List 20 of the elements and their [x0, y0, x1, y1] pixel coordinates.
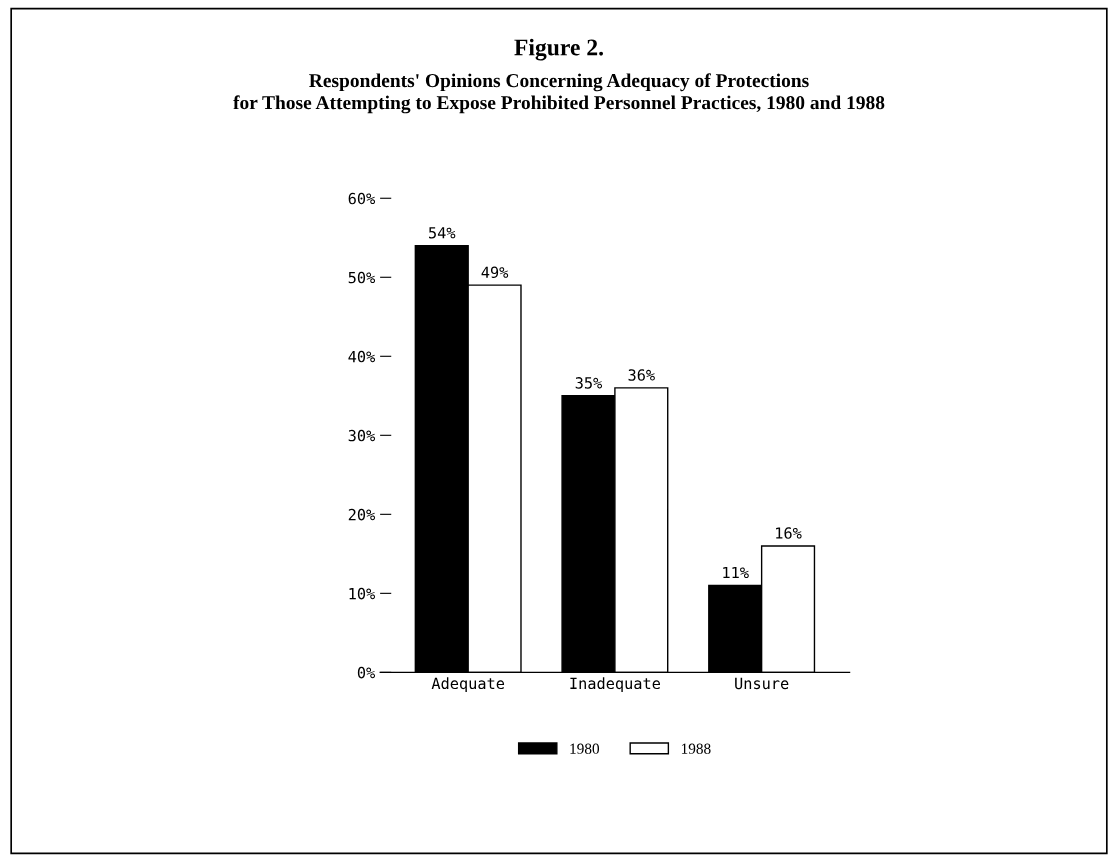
- legend-label: 1988: [681, 743, 711, 754]
- y-tick-label: 0%: [357, 666, 376, 679]
- legend-label: 1980: [570, 743, 600, 754]
- data-label: 11%: [723, 566, 749, 579]
- x-tick-label: Inadequate: [570, 677, 660, 693]
- y-tick-label: 60%: [348, 192, 376, 205]
- data-label: 35%: [575, 377, 603, 389]
- data-label: 54%: [429, 227, 456, 239]
- data-label: 36%: [628, 369, 655, 381]
- y-tick-label: 20%: [348, 508, 376, 521]
- y-tick-label: 40%: [348, 350, 376, 363]
- chart-title: Figure 2.: [514, 38, 603, 61]
- chart-subtitle: Respondents' Opinions Concerning Adequacy of Protections for Those Attempting to Expose Prohibited Personnel Practices, 1980 and 1988: [233, 73, 885, 114]
- data-label: 49%: [481, 266, 509, 279]
- x-tick-label: Unsure: [735, 677, 789, 690]
- y-tick-label: 10%: [349, 587, 376, 600]
- y-tick-label: 50%: [348, 271, 376, 284]
- x-tick-label: Adequate: [431, 677, 505, 693]
- data-label: 16%: [776, 527, 802, 539]
- y-tick-label: 30%: [348, 429, 376, 442]
